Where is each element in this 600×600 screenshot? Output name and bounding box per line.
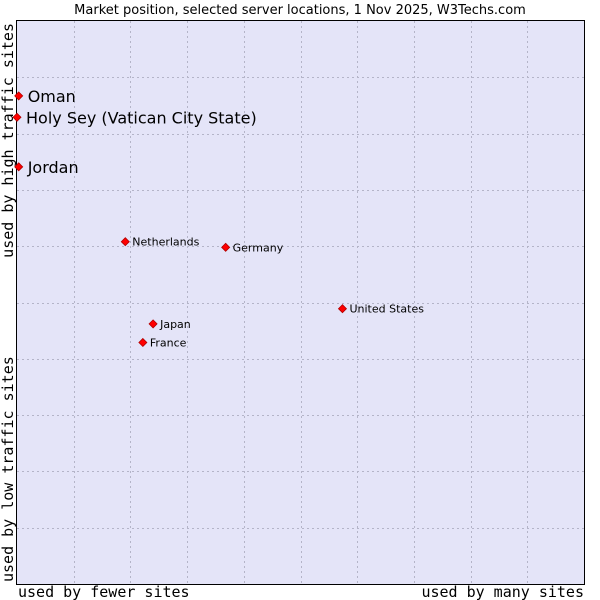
point-label: Germany bbox=[233, 241, 284, 254]
y-axis-label-top: used by high traffic sites bbox=[0, 23, 17, 258]
point-label: United States bbox=[349, 303, 424, 316]
point-label: Jordan bbox=[27, 158, 79, 177]
data-point-netherlands[interactable]: Netherlands bbox=[120, 236, 200, 249]
point-label: Japan bbox=[159, 318, 191, 331]
data-point-oman[interactable]: Oman bbox=[14, 87, 76, 106]
data-point-germany[interactable]: Germany bbox=[221, 241, 284, 254]
data-point-jordan[interactable]: Jordan bbox=[14, 158, 79, 177]
data-point-japan[interactable]: Japan bbox=[148, 318, 191, 331]
grid bbox=[17, 21, 584, 584]
data-point-holy-sey-vatican-city-state[interactable]: Holy Sey (Vatican City State) bbox=[12, 108, 257, 127]
point-marker[interactable] bbox=[337, 304, 348, 314]
plot-area bbox=[16, 20, 585, 585]
point-marker[interactable] bbox=[148, 319, 158, 329]
point-marker[interactable] bbox=[120, 237, 130, 247]
chart-title: Market position, selected server locatio… bbox=[74, 3, 526, 18]
data-point-united-states[interactable]: United States bbox=[337, 303, 424, 316]
point-marker[interactable] bbox=[14, 162, 24, 172]
point-marker[interactable] bbox=[221, 242, 231, 252]
y-axis-label-bottom: used by low traffic sites bbox=[0, 356, 17, 582]
x-axis-label-right: used by many sites bbox=[421, 583, 584, 600]
point-label: Oman bbox=[28, 87, 76, 106]
data-points: Oman Holy Sey (Vatican City State) Jordan N… bbox=[12, 87, 424, 349]
x-axis-label-left: used by fewer sites bbox=[18, 583, 190, 600]
data-point-france[interactable]: France bbox=[138, 336, 187, 349]
point-marker[interactable] bbox=[14, 91, 24, 101]
point-label: Holy Sey (Vatican City State) bbox=[26, 108, 257, 127]
point-marker[interactable] bbox=[12, 112, 22, 122]
point-marker[interactable] bbox=[138, 337, 148, 348]
point-label: France bbox=[150, 336, 187, 349]
point-label: Netherlands bbox=[132, 236, 199, 249]
